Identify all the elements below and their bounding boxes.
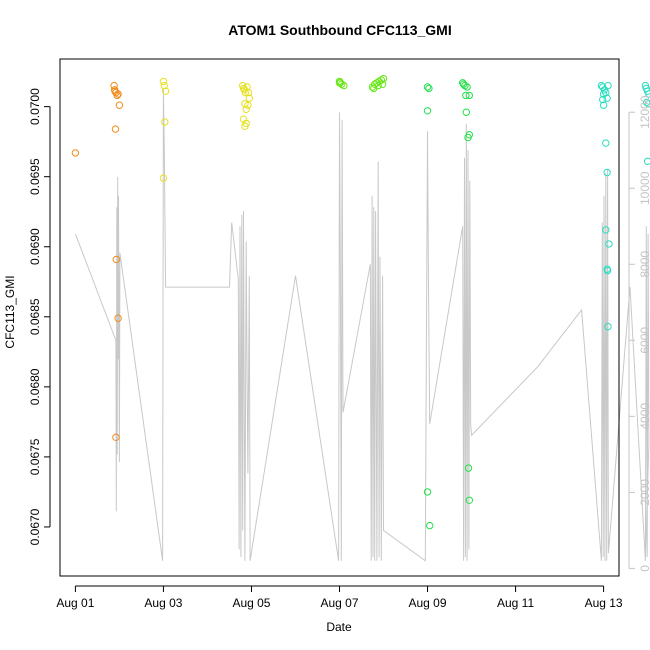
data-point-2-9 <box>377 76 385 84</box>
secondary-series-line <box>74 89 650 562</box>
data-point-3-6 <box>463 83 471 91</box>
x-tick-label: Aug 01 <box>56 596 94 610</box>
data-point-3-9 <box>462 108 470 116</box>
y2-tick-label: 6000 <box>638 327 650 354</box>
y-tick-label: 0.0685 <box>28 298 42 335</box>
data-point-4-11 <box>602 226 610 234</box>
x-tick-label: Aug 13 <box>585 596 623 610</box>
y-tick-label: 0.0680 <box>28 368 42 405</box>
data-point-4-3 <box>602 88 610 97</box>
secondary-series <box>74 89 650 562</box>
data-point-0-5 <box>113 91 121 100</box>
data-point-3-13 <box>423 488 432 496</box>
data-point-1-1 <box>160 81 169 90</box>
y-tick-label: 0.0670 <box>28 508 42 545</box>
x-tick-label: Aug 03 <box>144 596 182 610</box>
data-point-4-19 <box>645 90 650 98</box>
data-point-1-14 <box>242 105 250 114</box>
data-point-1-9 <box>243 83 251 91</box>
data-point-2-13 <box>378 80 387 88</box>
x-tick-label: Aug 11 <box>497 596 534 610</box>
data-point-3-7 <box>462 91 470 100</box>
y-tick-label: 0.0675 <box>28 438 42 475</box>
data-point-4-15 <box>604 322 612 331</box>
data-point-4-8 <box>599 101 608 109</box>
data-point-1-2 <box>161 87 170 95</box>
data-point-3-1 <box>425 84 433 93</box>
data-point-1-6 <box>239 84 248 93</box>
data-point-1-10 <box>244 88 253 97</box>
data-point-4-6 <box>603 94 611 102</box>
y-tick-label: 0.0700 <box>28 88 42 125</box>
data-point-1-13 <box>244 101 252 109</box>
data-point-1-0 <box>159 77 168 86</box>
scatter-points <box>71 74 650 530</box>
data-point-0-6 <box>114 90 122 98</box>
data-point-0-7 <box>115 101 124 109</box>
data-point-3-12 <box>464 464 473 472</box>
data-point-1-11 <box>245 94 254 102</box>
y2-tick-label: 2000 <box>638 479 650 506</box>
data-point-2-12 <box>374 81 382 90</box>
x-tick-label: Aug 07 <box>320 596 358 610</box>
data-point-4-7 <box>599 95 607 104</box>
data-point-2-10 <box>379 74 388 83</box>
y2-tick-label: 4000 <box>638 403 650 430</box>
y2-tick-label: 0 <box>638 565 650 572</box>
y2-tick-label: 8000 <box>638 251 650 278</box>
y2-tick-label: 10000 <box>638 171 650 205</box>
data-point-0-11 <box>112 433 120 441</box>
data-point-3-14 <box>465 496 473 504</box>
data-point-1-4 <box>159 174 168 182</box>
x-axis-label: Date <box>326 620 352 634</box>
data-point-0-1 <box>110 81 118 90</box>
chart-title: ATOM1 Southbound CFC113_GMI <box>228 22 452 38</box>
data-point-4-21 <box>644 100 650 108</box>
y-tick-label: 0.0690 <box>28 228 42 265</box>
data-point-4-14 <box>603 266 612 275</box>
data-point-3-15 <box>426 521 434 530</box>
y-tick-label: 0.0695 <box>28 158 42 195</box>
axes: Aug 01 Aug 03 Aug 05 Aug 07 Aug 09 Aug 11 Aug … <box>28 88 650 610</box>
data-point-1-3 <box>161 118 169 126</box>
data-point-4-12 <box>605 240 613 248</box>
data-point-3-2 <box>423 107 432 115</box>
data-point-3-0 <box>423 83 432 91</box>
x-tick-label: Aug 05 <box>232 596 270 610</box>
data-point-0-8 <box>111 125 120 133</box>
data-point-4-10 <box>603 168 611 177</box>
data-point-3-11 <box>464 133 472 142</box>
x-tick-label: Aug 09 <box>409 596 447 610</box>
data-point-0-10 <box>114 314 122 322</box>
y-axis-label: CFC113_GMI <box>3 275 17 348</box>
data-point-4-4 <box>604 81 612 90</box>
data-point-4-18 <box>643 87 650 95</box>
data-point-4-22 <box>643 157 650 165</box>
data-point-4-9 <box>602 139 610 147</box>
data-point-1-17 <box>241 122 249 131</box>
data-point-0-0 <box>71 149 80 157</box>
data-point-3-5 <box>461 81 469 90</box>
plot-border <box>59 58 620 577</box>
data-point-3-8 <box>465 91 473 100</box>
data-point-2-4 <box>335 79 344 87</box>
data-point-2-2 <box>338 80 346 88</box>
y2-tick-label: 12000 <box>638 95 650 129</box>
data-point-0-9 <box>112 255 121 264</box>
